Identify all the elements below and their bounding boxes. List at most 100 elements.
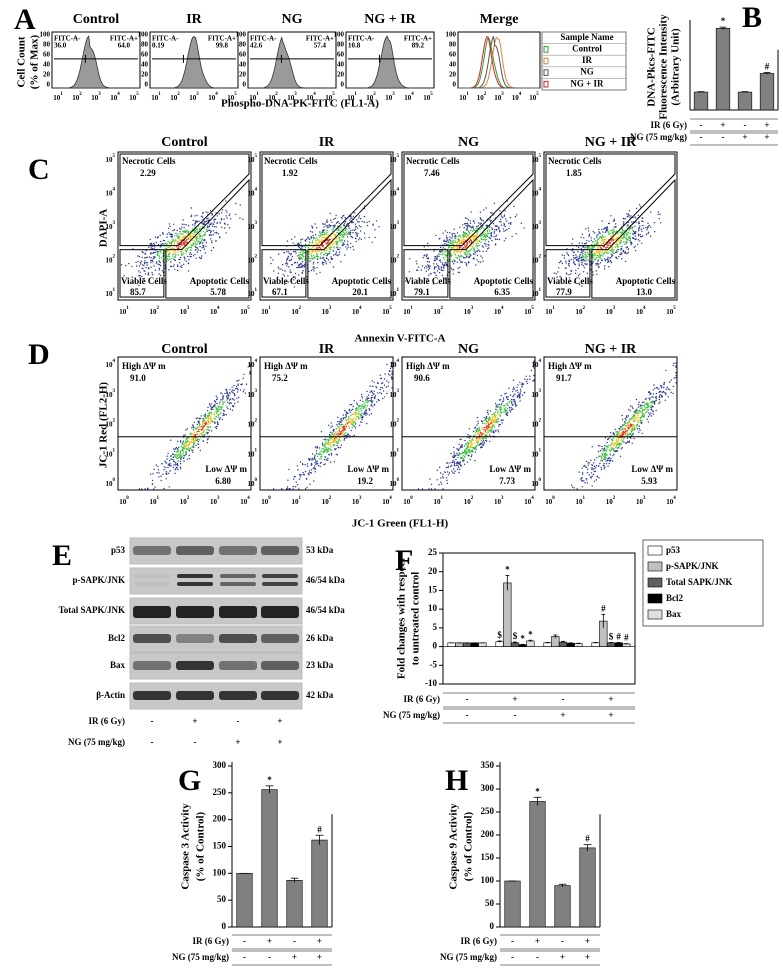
event-dot <box>337 417 338 418</box>
event-dot <box>596 270 597 271</box>
event-dot <box>374 404 375 405</box>
event-dot <box>186 445 187 446</box>
event-dot <box>629 217 630 218</box>
event-dot <box>150 262 151 263</box>
event-dot <box>500 399 501 400</box>
event-dot <box>179 262 180 263</box>
event-dot <box>318 454 319 455</box>
event-dot <box>454 464 455 465</box>
event-dot <box>189 458 190 459</box>
event-dot <box>446 244 447 245</box>
y-tick-label: 80 <box>449 41 457 49</box>
event-dot <box>616 238 617 239</box>
event-dot <box>312 231 313 232</box>
event-dot <box>366 401 367 402</box>
event-dot <box>638 235 639 236</box>
tick-exponent: 0 <box>126 496 129 501</box>
event-dot <box>473 258 474 259</box>
event-dot <box>464 445 465 446</box>
event-dot <box>573 259 574 260</box>
event-dot <box>339 439 340 440</box>
event-dot <box>211 250 212 251</box>
event-dot <box>363 403 364 404</box>
event-dot <box>610 253 611 254</box>
event-dot <box>176 246 177 247</box>
event-dot <box>219 236 220 237</box>
event-dot <box>362 221 363 222</box>
event-dot <box>335 218 336 219</box>
event-dot <box>346 231 347 232</box>
event-dot <box>489 230 490 231</box>
legend-entry: Control <box>572 43 602 53</box>
event-dot <box>355 224 356 225</box>
event-dot <box>585 252 586 253</box>
event-dot <box>211 413 212 414</box>
event-dot <box>497 406 498 407</box>
event-dot <box>442 474 443 475</box>
event-dot <box>450 242 451 243</box>
event-dot <box>330 245 331 246</box>
event-dot <box>176 230 177 231</box>
event-dot <box>502 401 503 402</box>
event-dot <box>180 440 181 441</box>
event-dot <box>369 414 370 415</box>
event-dot <box>618 256 619 257</box>
event-dot <box>503 228 504 229</box>
event-dot <box>152 480 153 481</box>
event-dot <box>345 432 346 433</box>
event-dot <box>319 239 320 240</box>
event-dot <box>326 232 327 233</box>
event-dot <box>159 264 160 265</box>
event-dot <box>439 467 440 468</box>
event-dot <box>325 439 326 440</box>
event-dot <box>499 231 500 232</box>
event-dot <box>171 465 172 466</box>
x-tick-label: 105 <box>524 306 534 315</box>
x-tick-label: 102 <box>434 306 444 315</box>
event-dot <box>481 440 482 441</box>
event-dot <box>619 234 620 235</box>
event-dot <box>360 406 361 407</box>
event-dot <box>321 458 322 459</box>
event-dot <box>160 265 161 266</box>
event-dot <box>476 251 477 252</box>
event-dot <box>629 210 630 211</box>
event-dot <box>278 253 279 254</box>
event-dot <box>128 263 129 264</box>
event-dot <box>579 256 580 257</box>
event-dot <box>426 256 427 257</box>
event-dot <box>350 412 351 413</box>
event-dot <box>517 384 518 385</box>
event-dot <box>125 265 126 266</box>
event-dot <box>579 274 580 275</box>
y-tick-label: 104 <box>248 188 258 197</box>
event-dot <box>341 227 342 228</box>
event-dot <box>177 266 178 267</box>
tick-exponent: 3 <box>113 221 116 226</box>
event-dot <box>453 259 454 260</box>
event-dot <box>473 221 474 222</box>
event-dot <box>374 382 375 383</box>
event-dot <box>183 435 184 436</box>
y-tick-label: 0 <box>341 81 345 89</box>
event-dot <box>358 416 359 417</box>
event-dot <box>583 237 584 238</box>
event-dot <box>175 254 176 255</box>
event-dot <box>426 254 427 255</box>
event-dot <box>300 461 301 462</box>
event-dot <box>206 229 207 230</box>
event-dot <box>300 474 301 475</box>
event-dot <box>353 406 354 407</box>
event-dot <box>339 254 340 255</box>
event-dot <box>455 254 456 255</box>
event-dot <box>493 420 494 421</box>
event-dot <box>236 381 237 382</box>
event-dot <box>482 251 483 252</box>
event-dot <box>345 424 346 425</box>
event-dot <box>526 381 527 382</box>
event-dot <box>303 256 304 257</box>
event-dot <box>190 249 191 250</box>
event-dot <box>160 241 161 242</box>
event-dot <box>581 264 582 265</box>
event-dot <box>488 432 489 433</box>
